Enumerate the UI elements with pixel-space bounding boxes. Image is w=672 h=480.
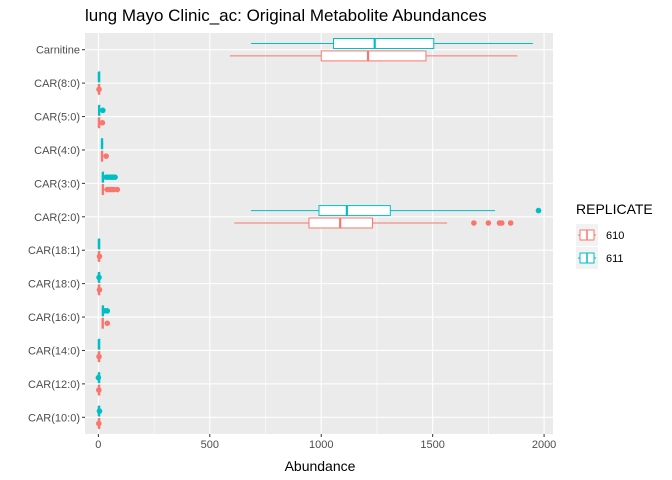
box-611: [96, 271, 102, 283]
y-tick-label: CAR(14:0): [28, 345, 80, 357]
y-axis: Carnitine CAR(8:0) CAR(5:0) CAR(4:0) CAR(3:0…: [28, 45, 85, 424]
legend-key-610: 610: [576, 224, 624, 246]
x-tick-label: 0: [95, 439, 101, 451]
outlier-point: [96, 353, 102, 360]
y-tick-label: CAR(3:0): [34, 178, 80, 190]
outlier-point: [96, 387, 102, 393]
box-610: [96, 284, 103, 296]
legend-title: REPLICATE: [576, 201, 653, 217]
y-tick-label: CAR(2:0): [34, 212, 80, 224]
box-layer: [95, 38, 542, 429]
box-611: [101, 171, 118, 183]
box-610: [229, 50, 518, 62]
plot-panel: [85, 33, 553, 434]
box-610: [96, 417, 102, 429]
y-tick-label: CAR(18:0): [28, 279, 80, 291]
box-610: [100, 150, 109, 162]
outlier-point: [96, 287, 103, 293]
outlier-point: [485, 220, 492, 226]
x-tick-label: 500: [201, 439, 219, 451]
outlier-point: [507, 220, 514, 226]
x-axis-label: Abundance: [285, 458, 356, 474]
legend-key-611: 611: [576, 247, 624, 269]
box-610: [101, 317, 111, 329]
y-tick-label: CAR(4:0): [34, 145, 80, 157]
box-body: [320, 50, 427, 62]
box-611: [251, 205, 542, 217]
grid-layer: [85, 33, 553, 434]
y-tick-label: CAR(16:0): [28, 312, 80, 324]
outlier-point: [535, 207, 542, 214]
box-610: [101, 184, 121, 196]
outlier-point: [100, 107, 106, 114]
box-610: [96, 250, 103, 262]
outlier-point: [96, 86, 102, 93]
outlier-point: [96, 408, 103, 414]
outlier-point: [112, 174, 118, 180]
box-611: [96, 405, 103, 417]
box-body: [318, 205, 391, 217]
box-610: [96, 384, 102, 396]
legend-keys: 610 611: [576, 224, 624, 269]
box-611: [97, 104, 106, 116]
outlier-point: [104, 308, 111, 314]
y-tick-label: CAR(5:0): [34, 112, 80, 124]
y-tick-label: CAR(8:0): [34, 78, 80, 90]
outlier-point: [96, 274, 102, 281]
outlier-point: [99, 119, 106, 126]
box-610: [234, 217, 514, 229]
legend-label: 610: [606, 230, 624, 242]
box-body: [332, 38, 435, 50]
box-610: [97, 117, 106, 129]
y-tick-label: CAR(12:0): [28, 379, 80, 391]
y-tick-label: CAR(18:1): [28, 245, 80, 257]
x-tick-label: 2000: [532, 439, 556, 451]
legend: REPLICATE 610 611: [576, 201, 653, 269]
outlier-point: [498, 220, 505, 226]
outlier-point: [96, 420, 102, 427]
outlier-point: [471, 220, 477, 226]
box-611: [97, 71, 101, 83]
box-611: [101, 305, 111, 317]
x-tick-label: 1500: [420, 439, 444, 451]
box-611: [100, 138, 104, 150]
chart-title: lung Mayo Clinic_ac: Original Metabolite…: [85, 6, 487, 25]
outlier-point: [96, 253, 103, 260]
y-tick-label: CAR(10:0): [28, 412, 80, 424]
x-tick-label: 1000: [309, 439, 333, 451]
box-610: [96, 83, 102, 95]
legend-label: 611: [606, 253, 624, 265]
x-axis: 0 500 1000 1500 2000: [95, 434, 556, 451]
box-611: [251, 38, 533, 50]
outlier-point: [104, 320, 111, 327]
box-611: [97, 338, 101, 350]
outlier-point: [114, 186, 121, 193]
y-tick-label: Carnitine: [36, 45, 80, 57]
box-610: [96, 351, 102, 363]
outlier-point: [95, 374, 102, 381]
box-611: [97, 238, 101, 250]
outlier-point: [103, 153, 109, 159]
box-611: [95, 372, 102, 384]
